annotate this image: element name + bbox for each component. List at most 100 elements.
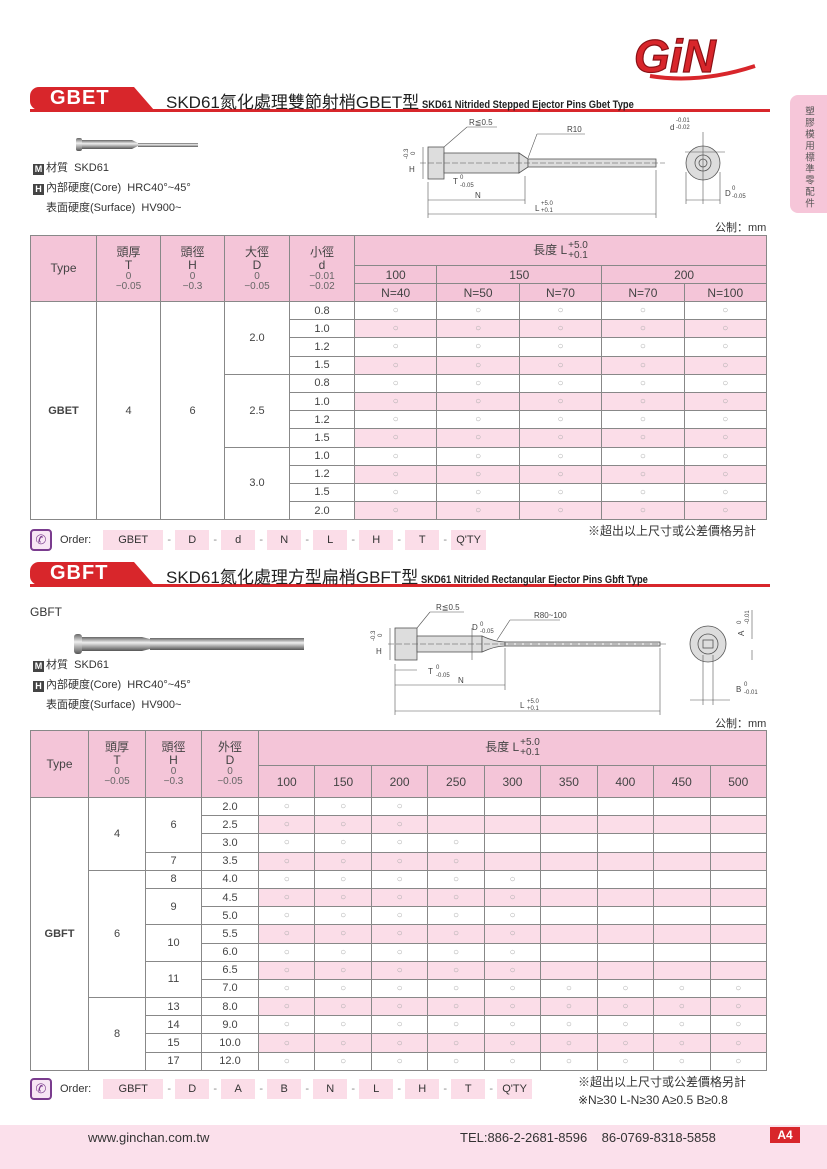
- availability-cell: ○: [353, 410, 438, 430]
- dim-r-head: R≦0.5: [469, 118, 493, 127]
- availability-cell: [540, 833, 598, 853]
- availability-cell: ○: [436, 300, 520, 321]
- availability-cell: ○: [353, 355, 438, 375]
- order-field-d[interactable]: D: [175, 530, 210, 550]
- header-symbol: H: [188, 257, 197, 272]
- type-cell: GBFT: [30, 797, 89, 1071]
- availability-cell: ○: [257, 833, 316, 853]
- order-field-t[interactable]: T: [405, 530, 440, 550]
- core-value: HRC40°~45°: [127, 182, 191, 194]
- order-field-gbft[interactable]: GBFT: [103, 1079, 164, 1099]
- order-field-d[interactable]: D: [175, 1079, 210, 1099]
- order-field-l[interactable]: L: [313, 530, 348, 550]
- dim-h: H: [376, 647, 382, 656]
- availability-cell: [709, 942, 767, 962]
- h-cell: 14: [145, 1015, 202, 1035]
- order-field-t[interactable]: T: [451, 1079, 486, 1099]
- order-field-n[interactable]: N: [313, 1079, 348, 1099]
- order-separator: -: [167, 1083, 172, 1095]
- availability-cell: ○: [483, 960, 542, 980]
- availability-cell: ○: [483, 1033, 542, 1053]
- hardness-icon: H: [33, 184, 44, 195]
- dim-a: A: [737, 630, 746, 636]
- order-field-qty[interactable]: Q'TY: [451, 530, 486, 550]
- availability-cell: ○: [596, 1015, 655, 1035]
- length-lower: +0.1: [568, 249, 588, 261]
- side-category-tab[interactable]: 塑膠模用標準零配件: [790, 95, 827, 213]
- availability-cell: ○: [427, 1033, 485, 1053]
- dim-l-up: +5.0: [541, 201, 554, 207]
- gbet-pin-image: [76, 138, 198, 151]
- header-d: 小徑 d −0.01 −0.02: [289, 235, 355, 302]
- header-cn: 頭厚: [116, 244, 141, 259]
- availability-cell: ○: [314, 833, 372, 853]
- order-field-h[interactable]: H: [359, 530, 394, 550]
- gbft-badge: GBFT: [30, 562, 154, 585]
- dim-h: H: [409, 165, 415, 174]
- h-cell: 17: [145, 1051, 202, 1071]
- order-separator: -: [443, 1083, 448, 1095]
- surface-value: HV900~: [141, 202, 182, 214]
- order-field-a[interactable]: A: [221, 1079, 256, 1099]
- availability-cell: [596, 869, 655, 889]
- table-row: GBET 4 6 2.0 0.8 ○ ○ ○ ○ ○: [30, 300, 768, 521]
- length-value: 200: [370, 765, 429, 798]
- d-cell: 4.0: [201, 869, 259, 889]
- dim-b: B: [736, 685, 741, 694]
- availability-cell: ○: [314, 978, 372, 999]
- availability-cell: ○: [436, 464, 520, 484]
- order-field-n[interactable]: N: [267, 530, 302, 550]
- d-small-cell: 0.8: [289, 300, 355, 321]
- availability-cell: ○: [257, 942, 316, 962]
- availability-cell: [540, 851, 598, 871]
- order-field-gbet[interactable]: GBET: [103, 530, 164, 550]
- header-h: 頭徑 H 0 −0.3: [145, 730, 202, 798]
- gbet-title-en: SKD61 Nitrided Stepped Ejector Pins Gbet…: [422, 99, 634, 111]
- length-value: 350: [540, 765, 598, 798]
- t-cell: 4: [88, 797, 146, 871]
- table-row: 1.5 ○ ○ ○ ○ ○: [31, 428, 768, 448]
- table-row: 2.5 0.8 ○ ○ ○ ○ ○: [31, 373, 768, 448]
- header-t: 頭厚 T 0 −0.05: [96, 235, 161, 302]
- availability-cell: ○: [601, 373, 685, 393]
- availability-cell: ○: [314, 997, 372, 1017]
- availability-cell: [427, 796, 485, 817]
- order-field-h[interactable]: H: [405, 1079, 440, 1099]
- h-cell: 13: [145, 997, 202, 1017]
- availability-cell: ○: [436, 501, 520, 521]
- core-label: 內部硬度(Core): [46, 182, 122, 194]
- t-cell: 6: [88, 869, 146, 999]
- website-link[interactable]: www.ginchan.com.tw: [88, 1130, 210, 1145]
- availability-cell: ○: [709, 997, 767, 1017]
- d-cell: 2.0: [201, 796, 259, 817]
- availability-cell: ○: [314, 1051, 372, 1071]
- availability-cell: [653, 960, 711, 980]
- length-tolerance: +5.0 +0.1: [520, 738, 540, 758]
- order-separator: -: [259, 1083, 264, 1095]
- order-separator: -: [305, 1083, 310, 1095]
- order-field-l[interactable]: L: [359, 1079, 394, 1099]
- table-row: 9 4.5 ○ ○ ○ ○ ○: [31, 887, 767, 926]
- dim-t-tol: -0.05: [460, 183, 474, 189]
- table-row: 1.5 ○ ○ ○ ○ ○: [31, 482, 768, 503]
- availability-cell: ○: [436, 482, 520, 503]
- availability-cell: [596, 942, 655, 962]
- dim-a-up: 0: [737, 620, 743, 624]
- dim-D-lo: -0.05: [732, 194, 746, 200]
- n-value: N=70: [518, 283, 603, 302]
- header-d: 大徑 D 0 −0.05: [224, 235, 290, 302]
- length-value: 450: [653, 765, 711, 798]
- availability-cell: ○: [540, 1051, 598, 1071]
- availability-cell: [540, 906, 598, 926]
- availability-cell: ○: [601, 482, 685, 503]
- availability-cell: ○: [518, 464, 603, 484]
- d-small-cell: 0.8: [289, 373, 355, 393]
- tolerance-upper: 0: [254, 270, 260, 282]
- order-field-d[interactable]: d: [221, 530, 256, 550]
- availability-cell: ○: [483, 942, 542, 962]
- order-field-qty[interactable]: Q'TY: [497, 1079, 532, 1099]
- length-value: 150: [436, 265, 603, 284]
- order-field-b[interactable]: B: [267, 1079, 302, 1099]
- gbft-title-cn: SKD61氮化處理方型扁梢GBFT型: [166, 568, 419, 587]
- availability-cell: ○: [257, 851, 316, 871]
